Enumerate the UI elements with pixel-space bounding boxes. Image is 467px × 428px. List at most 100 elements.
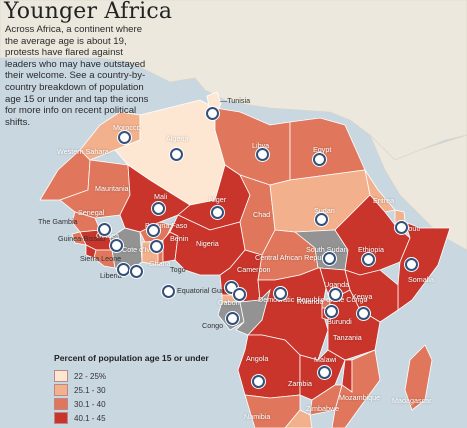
pin-mali[interactable] [152,202,165,215]
europe-land [0,0,467,161]
pin-senegal[interactable] [98,223,111,236]
pin-angola[interactable] [252,375,265,388]
label-kenya: Kenya [352,292,373,301]
legend-item: 30.1 - 40 [54,397,209,411]
label-senegal: Senegal [78,208,105,217]
label-guinea: Guinea [96,231,120,240]
label-burundi: Burundi [327,317,352,326]
legend-title: Percent of population age 15 or under [54,353,209,363]
legend-swatch [54,412,68,424]
legend-swatch [54,384,68,396]
legend-label: 25.1 - 30 [74,385,106,395]
label-nigeria: Nigeria [196,239,219,248]
label-ethiopia: Ethiopia [358,245,384,254]
country-nigeria[interactable] [169,214,246,276]
pin-libya[interactable] [256,148,269,161]
pin-egypt[interactable] [313,153,326,166]
page-title: Younger Africa [4,0,173,24]
pin-guinea[interactable] [110,239,123,252]
pin-gabon[interactable] [226,312,239,325]
legend-item: 25.1 - 30 [54,383,209,397]
arabia-land [369,134,467,251]
country-zimbabwe[interactable] [309,384,343,416]
legend-item: 22 - 25% [54,369,209,383]
label-rwanda: Rwanda [297,297,324,306]
label-morocco: Morocco [113,123,141,132]
country-madagascar[interactable] [404,344,433,411]
label-egypt: Egypt [313,145,332,154]
legend-label: 40.1 - 45 [74,413,106,423]
pin-benin[interactable] [150,240,163,253]
label-equatorial-guinea: Equatorial Guinea [177,286,235,295]
label-namibia: Namibia [244,412,271,421]
pin-malawi[interactable] [318,366,331,379]
label-the-gambia: The Gambia [38,217,78,226]
country-eritrea[interactable] [364,169,396,213]
label-guinea-bissau: Guinea-Bissau [58,234,106,243]
pin-ghana[interactable] [130,265,143,278]
country-mozambique[interactable] [331,349,381,428]
country-egypt[interactable] [289,117,366,181]
label-mali: Mali [154,192,168,201]
country-somalia[interactable] [397,221,451,311]
legend-label: 30.1 - 40 [74,399,106,409]
label-mozambique: Mozambique [339,393,381,402]
pin-drc[interactable] [274,287,287,300]
pin-equatorial-guinea[interactable] [233,288,246,301]
label-ghana: Ghana [149,259,171,268]
label-benin: Benin [170,234,189,243]
legend-label: 22 - 25% [74,371,107,381]
pin-uganda[interactable] [329,288,342,301]
pin-burkina-faso[interactable] [147,224,160,237]
label-somalia: Somalia [408,275,434,284]
pin-algeria[interactable] [170,148,183,161]
pin-togo[interactable] [162,285,175,298]
pin-south-sudan[interactable] [323,252,336,265]
label-sierra-leone: Sierra Leone [80,254,122,263]
label-angola: Angola [246,354,269,363]
pin-tunisia[interactable] [206,107,219,120]
label-libya: Libya [252,141,270,150]
label-niger: Niger [209,195,227,204]
intro-text: Across Africa, a continent where the ave… [5,24,149,128]
label-mauritania: Mauritania [95,184,129,193]
label-malawi: Malawi [314,355,337,364]
label-drc: Democratic Republic of the Congo [258,295,368,304]
pin-morocco[interactable] [118,131,131,144]
country-liberia[interactable] [93,249,116,269]
pin-kenya[interactable] [357,307,370,320]
country-botswana[interactable] [284,409,313,428]
pin-somalia[interactable] [405,258,418,271]
label-togo: Togo [170,265,186,274]
label-gabon: Gabon [218,298,240,307]
label-congo: Congo [202,321,224,330]
label-tunisia-text: Tunisia [227,96,251,105]
legend-swatch [54,398,68,410]
label-zimbabwe: Zimbabwe [306,404,340,413]
label-sudan: Sudan [314,206,335,215]
label-djibouti: Djibouti [396,224,420,233]
label-chad: Chad [253,210,271,219]
label-cameroon: Cameroon [237,265,271,274]
legend: Percent of population age 15 or under 22… [54,353,209,425]
label-burkina-faso: Burkina Faso [145,221,188,230]
label-south-sudan: South Sudan [306,245,348,254]
label-tanzania: Tanzania [333,333,362,342]
pin-ethiopia[interactable] [362,253,375,266]
label-liberia: Liberia [100,271,122,280]
label-central-african-republic: Central African Republic [255,253,333,262]
label-tunisia: —Tunisia [220,96,251,105]
label-eritrea: Eritrea [373,196,395,205]
label-western-sahara: Western Sahara [57,147,109,156]
label-madagascar: Madagascar [392,396,432,405]
pin-niger[interactable] [211,206,224,219]
label-algeria: Algeria [166,134,189,143]
pin-rwanda[interactable] [325,305,338,318]
label-uganda: Uganda [324,280,350,289]
pin-cote-divoire[interactable] [117,263,130,276]
legend-item: 40.1 - 45 [54,411,209,425]
pin-djibouti[interactable] [395,221,408,234]
pin-sudan[interactable] [315,213,328,226]
